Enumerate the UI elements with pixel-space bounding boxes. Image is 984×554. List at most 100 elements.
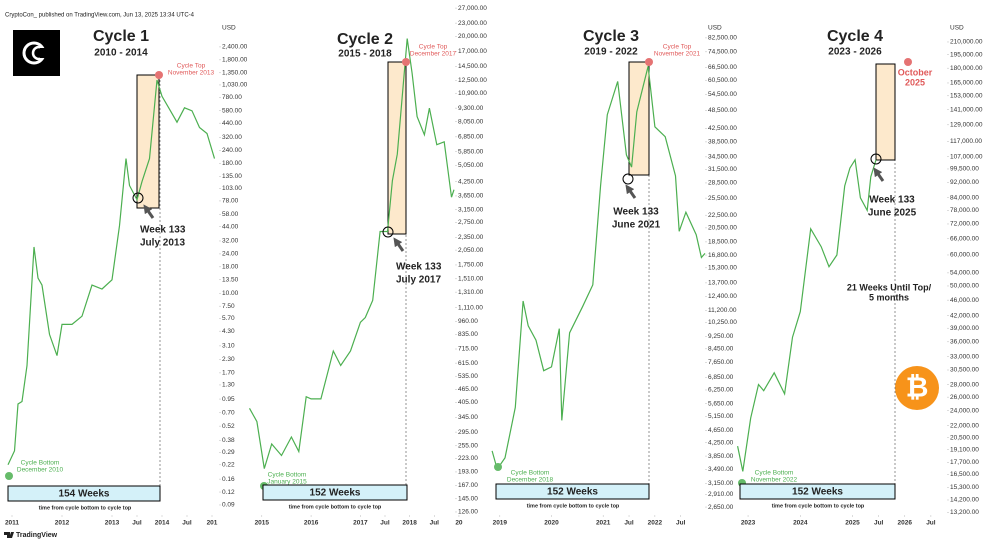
- y-tick-label: 36,000.00: [950, 339, 979, 346]
- y-tick-label: 715.00: [458, 346, 478, 353]
- y-tick-label: 44.00: [222, 223, 239, 230]
- week-marker: [132, 192, 144, 204]
- y-tick-label: 0.22: [222, 462, 235, 469]
- y-tick-label: 20,500.00: [708, 225, 737, 232]
- y-tick-label: 180,000.00: [950, 65, 983, 72]
- y-tick-label: 11,200.00: [708, 307, 737, 314]
- duration-label: 152 Weeks: [792, 487, 843, 498]
- y-tick-label: 4,250.00: [458, 178, 484, 185]
- y-tick-label: 54,500.00: [708, 91, 737, 98]
- y-tick-label: 1,350.00: [222, 70, 248, 77]
- bottom-label: Cycle Bottom: [511, 470, 550, 477]
- top-label: November 2013: [168, 70, 215, 77]
- bottom-marker: [5, 472, 13, 480]
- week-label: Week 133: [396, 262, 442, 273]
- y-tick-label: 0.70: [222, 409, 235, 416]
- y-tick-label: 7.50: [222, 303, 235, 310]
- y-tick-label: 26,000.00: [950, 394, 979, 401]
- y-tick-label: 34,500.00: [708, 154, 737, 161]
- y-tick-label: 3,150.00: [458, 206, 484, 213]
- y-tick-label: 7,650.00: [708, 359, 734, 366]
- x-tick-label: 2016: [304, 520, 319, 527]
- y-tick-label: 1,030.00: [222, 82, 248, 89]
- y-tick-label: 10.00: [222, 290, 239, 297]
- logo: [13, 30, 60, 76]
- y-tick-label: 15,300.00: [708, 265, 737, 272]
- top-label: Cycle Top: [419, 44, 448, 51]
- y-tick-label: 180.00: [222, 160, 242, 167]
- y-tick-label: 42,500.00: [708, 125, 737, 132]
- y-tick-label: 8,050.00: [458, 118, 484, 125]
- y-tick-label: 33,000.00: [950, 353, 979, 360]
- y-tick-label: 10,250.00: [708, 319, 737, 326]
- y-tick-label: 32.00: [222, 238, 239, 245]
- y-tick-label: 39,000.00: [950, 325, 979, 332]
- week-marker: [622, 173, 634, 185]
- axis-unit: USD: [950, 25, 964, 32]
- y-tick-label: 27,000.00: [458, 5, 487, 12]
- y-tick-label: 50,000.00: [950, 283, 979, 290]
- x-tick-label: Jul: [624, 520, 634, 527]
- y-tick-label: 14,200.00: [950, 497, 979, 504]
- subtitle: 2023 - 2026: [828, 47, 882, 58]
- top-marker: [402, 58, 410, 66]
- cycle-box: [875, 63, 896, 161]
- y-tick-label: 835.00: [458, 331, 478, 338]
- axis-unit: USD: [222, 25, 236, 32]
- y-tick-label: 8,450.00: [708, 346, 734, 353]
- week-label: July 2017: [396, 275, 441, 286]
- y-tick-label: 74,500.00: [708, 49, 737, 56]
- y-tick-label: 1,110.00: [458, 304, 483, 311]
- x-tick-label: 2025: [845, 520, 860, 527]
- top-label: Cycle Top: [663, 44, 692, 51]
- footer-brand: TradingView: [16, 532, 58, 539]
- week-label: Week 133: [140, 225, 186, 236]
- y-tick-label: 580.00: [222, 107, 242, 114]
- x-tick-label: Jul: [182, 520, 192, 527]
- y-tick-label: 5,850.00: [458, 148, 484, 155]
- y-tick-label: 2.30: [222, 356, 235, 363]
- x-tick-label: 2026: [898, 520, 913, 527]
- duration-note: time from cycle bottom to cycle top: [527, 503, 620, 509]
- top-marker: [904, 58, 912, 66]
- y-tick-label: 0.52: [222, 423, 235, 430]
- bottom-marker: [494, 463, 502, 471]
- y-tick-label: 223.00: [458, 455, 478, 462]
- price-line: [248, 38, 455, 469]
- y-tick-label: 9,250.00: [708, 333, 734, 340]
- y-tick-label: 141,000.00: [950, 106, 983, 113]
- week-label: June 2025: [868, 208, 917, 219]
- x-tick-label: Jul: [430, 520, 440, 527]
- y-tick-label: 615.00: [458, 360, 478, 367]
- duration-label: 152 Weeks: [310, 488, 361, 499]
- y-tick-label: 19,100.00: [950, 446, 979, 453]
- y-tick-label: 17,700.00: [950, 459, 979, 466]
- y-tick-label: 1.70: [222, 370, 235, 377]
- y-tick-label: 42,000.00: [950, 312, 979, 319]
- top-label: November 2021: [654, 51, 701, 58]
- y-tick-label: 15,300.00: [950, 484, 979, 491]
- x-tick-label: 2020: [544, 520, 559, 527]
- y-tick-label: 13.50: [222, 276, 239, 283]
- y-tick-label: 1,510.00: [458, 276, 484, 283]
- x-tick-label: 2023: [741, 520, 756, 527]
- y-tick-label: 38,500.00: [708, 139, 737, 146]
- y-tick-label: 82,500.00: [708, 35, 737, 42]
- week-label: July 2013: [140, 238, 185, 249]
- arrow: [393, 237, 405, 252]
- y-tick-label: 78.00: [222, 198, 239, 205]
- duration-note: time from cycle bottom to cycle top: [772, 503, 865, 509]
- y-tick-label: 0.09: [222, 502, 235, 509]
- y-tick-label: 0.29: [222, 449, 235, 456]
- bottom-label: Cycle Bottom: [755, 470, 794, 477]
- y-tick-label: 167.00: [458, 482, 478, 489]
- y-tick-label: 0.12: [222, 489, 235, 496]
- y-tick-label: 12,400.00: [708, 293, 737, 300]
- y-tick-label: 320.00: [222, 134, 242, 141]
- y-tick-label: 1,750.00: [458, 262, 484, 269]
- price-line: [491, 66, 706, 471]
- y-tick-label: 66,000.00: [950, 235, 979, 242]
- y-tick-label: 240.00: [222, 147, 242, 154]
- y-tick-label: 28,500.00: [708, 180, 737, 187]
